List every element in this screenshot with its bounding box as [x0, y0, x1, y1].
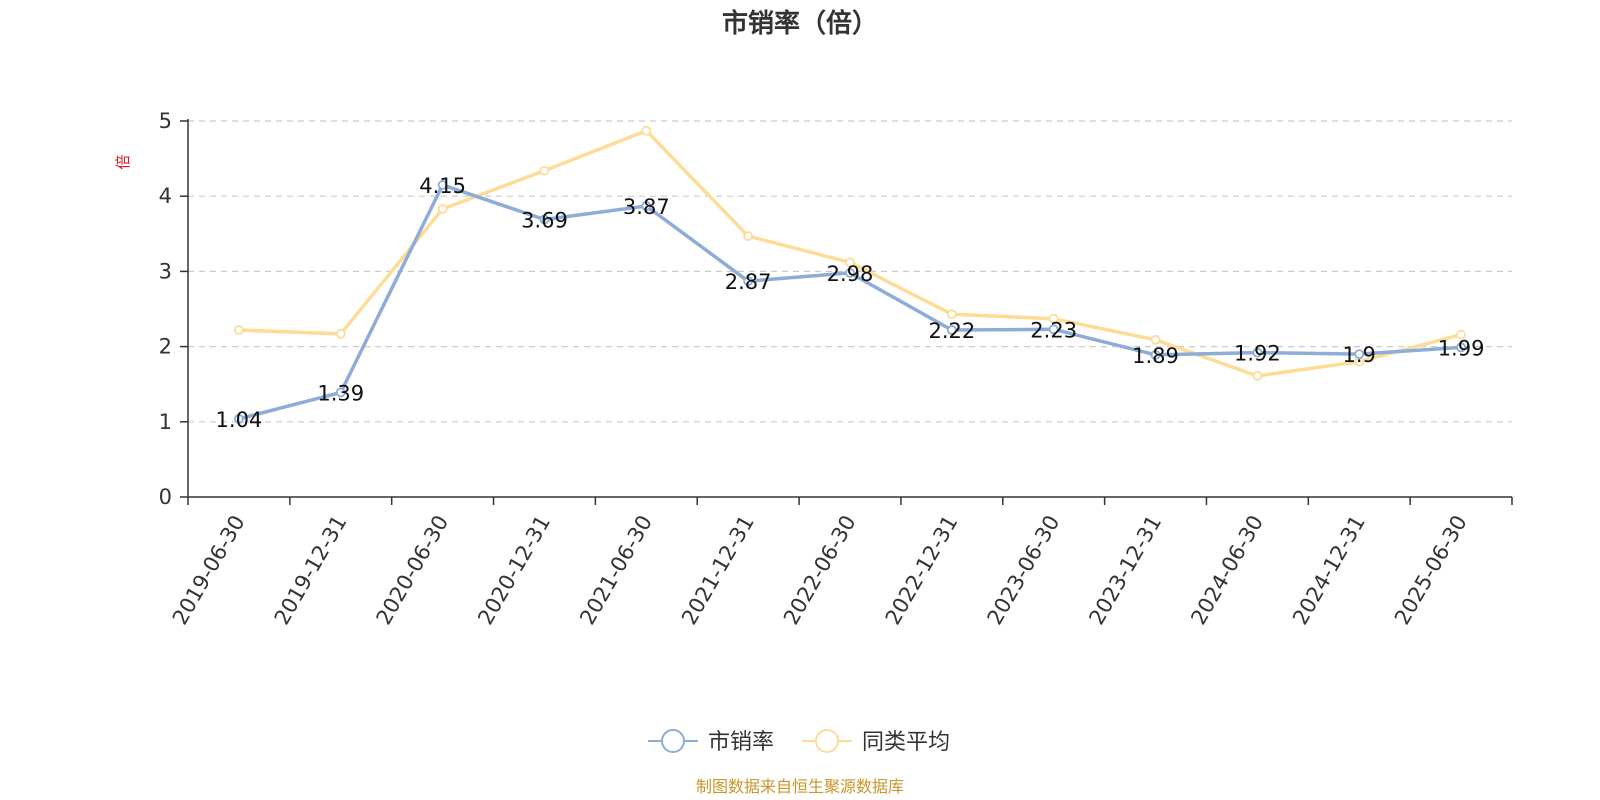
data-labels: 1.04 1.39 4.15 3.69 3.87 2.87 2.98 2.22 2.23 1.89…: [216, 174, 1485, 432]
data-point: [234, 413, 244, 424]
data-label: 2.22: [928, 319, 975, 343]
data-point: [1150, 349, 1161, 360]
legend-item-average[interactable]: 同类平均: [802, 729, 950, 755]
data-point: [641, 201, 652, 211]
data-point: [437, 204, 448, 214]
series-line: [237, 129, 1463, 378]
legend-marker: [661, 729, 685, 753]
legend-label: 同类平均: [862, 730, 950, 755]
x-tick-label: 2021-06-30: [575, 511, 657, 629]
x-tick-label: 2019-12-31: [270, 511, 352, 629]
y-tick-label: 3: [159, 259, 172, 283]
y-tick-label: 5: [159, 109, 172, 133]
x-tick-label: 2024-12-31: [1288, 511, 1370, 629]
x-tick-label: 2022-06-30: [779, 511, 861, 629]
data-point: [1354, 349, 1365, 360]
data-point: [539, 165, 550, 176]
x-tick-label: 2025-06-30: [1390, 511, 1472, 629]
x-tick-label: 2023-06-30: [983, 511, 1065, 629]
data-point: [1150, 334, 1161, 345]
data-label: 1.89: [1132, 344, 1179, 368]
data-point: [234, 325, 244, 335]
series-layer: [234, 125, 1466, 424]
data-label: 3.69: [521, 209, 568, 233]
data-point: [1456, 329, 1466, 340]
data-point: [335, 387, 346, 398]
x-tick-label: 2020-12-31: [473, 511, 555, 629]
data-label: 1.9: [1343, 343, 1376, 367]
chart-title: 市销率（倍）: [722, 8, 878, 39]
x-tick-label: 2023-12-31: [1084, 511, 1166, 629]
data-label: 1.92: [1234, 342, 1281, 366]
legend[interactable]: 市销率 同类平均: [648, 729, 950, 755]
y-axis-label: 倍: [114, 154, 132, 169]
x-tick-label: 2024-06-30: [1186, 511, 1268, 629]
data-label: 3.87: [623, 195, 670, 219]
source-note: 制图数据来自恒生聚源数据库: [696, 777, 904, 796]
data-point: [1252, 347, 1263, 358]
data-point: [641, 125, 652, 136]
data-point: [1048, 313, 1059, 324]
y-tick-label: 4: [159, 184, 172, 208]
data-point: [1252, 371, 1263, 381]
data-point: [845, 268, 855, 278]
x-tick-label: 2022-12-31: [881, 511, 963, 629]
x-tick-label: 2020-06-30: [372, 511, 454, 629]
data-point: [1048, 324, 1059, 335]
legend-label: 市销率: [708, 730, 774, 755]
legend-marker: [815, 729, 839, 753]
data-point: [335, 328, 346, 339]
legend-item-ratio[interactable]: 市销率: [648, 729, 774, 755]
x-tick-label: 2019-06-30: [168, 511, 250, 629]
data-label: 1.04: [216, 408, 263, 432]
data-point: [1456, 342, 1466, 353]
data-point: [539, 214, 550, 225]
data-point: [946, 325, 957, 335]
data-label: 2.87: [725, 270, 772, 294]
series-line: [237, 183, 1463, 421]
data-label: 2.23: [1030, 318, 1077, 342]
data-label: 2.98: [827, 262, 874, 286]
data-point: [743, 231, 754, 241]
data-label: 1.39: [317, 381, 364, 405]
data-point: [437, 180, 448, 190]
data-label: 1.99: [1438, 336, 1485, 360]
y-tick-label: 1: [159, 410, 172, 434]
y-tick-label: 2: [159, 335, 172, 359]
x-tick-label: 2021-12-31: [677, 511, 759, 629]
data-point: [743, 276, 754, 287]
y-tick-label: 0: [159, 485, 172, 509]
data-label: 4.15: [419, 174, 466, 198]
data-point: [845, 257, 855, 268]
data-point: [946, 309, 957, 320]
